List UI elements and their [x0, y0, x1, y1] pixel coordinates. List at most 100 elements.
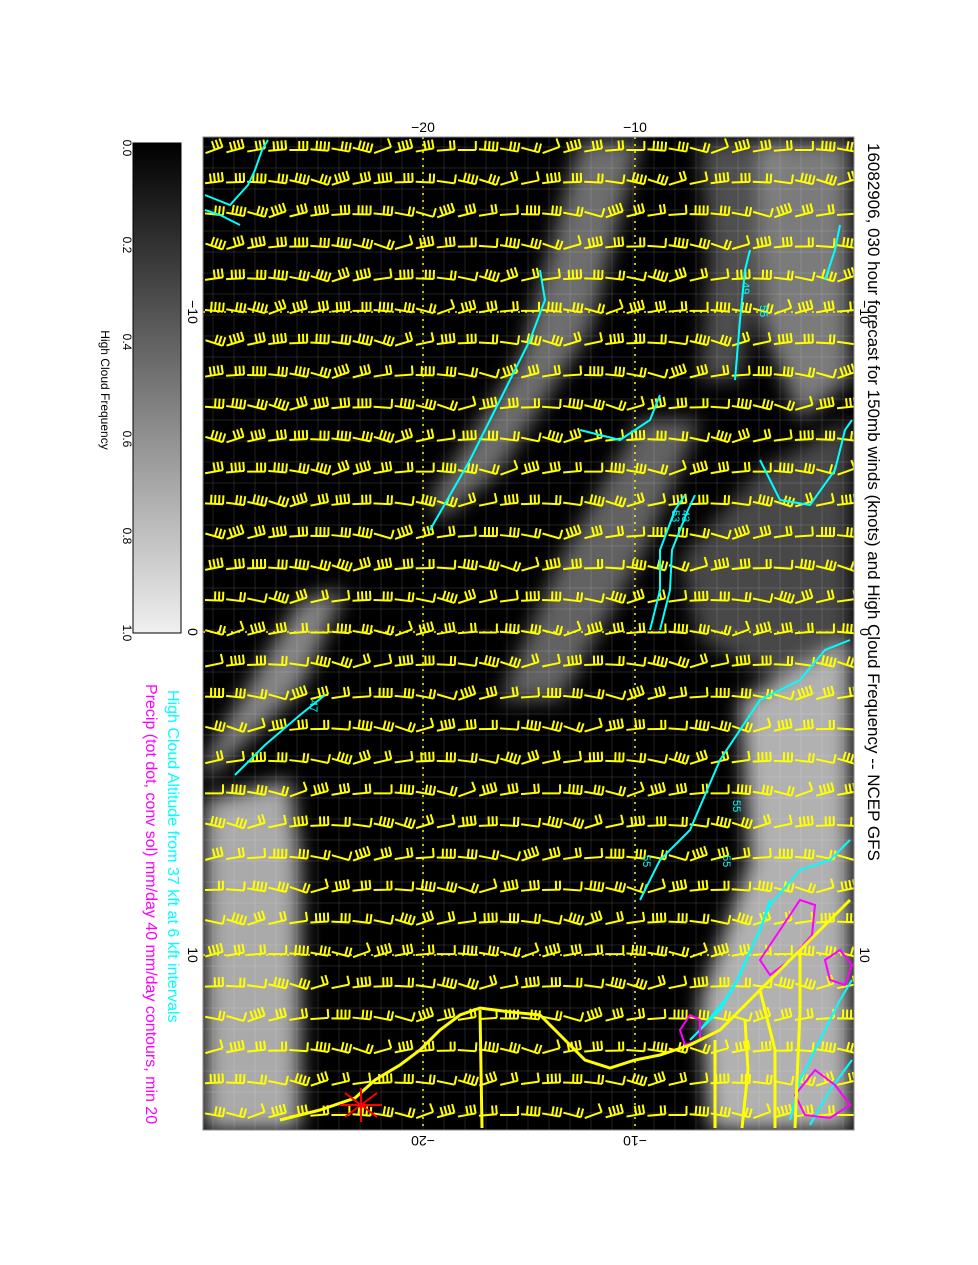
- wind-barb-flag: [323, 174, 328, 185]
- wind-barb-flag: [597, 785, 601, 795]
- wind-barb-flag: [491, 945, 496, 956]
- wind-barb-flag: [340, 334, 344, 344]
- wind-barb: [795, 685, 814, 701]
- wind-barb-flag: [512, 238, 517, 248]
- wind-barb-flag: [306, 945, 310, 956]
- wind-barb-flag: [790, 594, 795, 604]
- wind-barb: [563, 654, 583, 667]
- wind-barb-flag: [337, 172, 343, 183]
- wind-barb: [226, 397, 247, 410]
- wind-barb-flag: [221, 302, 225, 312]
- wind-barb: [605, 690, 627, 701]
- wind-barb-flag: [429, 1103, 435, 1113]
- wind-barb-shaft: [226, 758, 245, 764]
- wind-barb-flag: [664, 754, 669, 764]
- wind-barb-flag: [239, 495, 243, 505]
- wind-barb-flag: [378, 429, 384, 439]
- wind-barb: [605, 140, 625, 152]
- wind-barb: [478, 300, 498, 314]
- wind-barb-flag: [683, 879, 688, 889]
- wind-barb-flag: [685, 947, 690, 957]
- wind-barb-flag: [548, 848, 554, 858]
- wind-barb-flag: [554, 1010, 559, 1020]
- wind-barb: [563, 591, 584, 603]
- wind-barb-flag: [354, 849, 360, 859]
- wind-barb: [752, 847, 772, 860]
- wind-barb: [752, 593, 774, 604]
- wind-barb-flag: [748, 1012, 753, 1022]
- wind-barb-flag: [600, 304, 606, 314]
- wind-barb-flag: [366, 460, 372, 470]
- wind-barb: [205, 138, 224, 155]
- wind-barb: [668, 751, 690, 765]
- wind-barb-flag: [790, 979, 795, 989]
- wind-barb-flag: [741, 332, 747, 342]
- wind-barb: [647, 464, 669, 475]
- wind-barb-shaft: [563, 725, 581, 733]
- wind-barb: [457, 462, 479, 475]
- wind-barb-flag: [685, 142, 689, 152]
- wind-barb: [689, 590, 709, 602]
- wind-barb-flag: [745, 620, 751, 630]
- wind-barb: [204, 461, 224, 475]
- wind-barb-flag: [404, 525, 410, 535]
- wind-barb-flag: [574, 1040, 579, 1050]
- wind-barb: [520, 527, 542, 539]
- wind-barb-shaft: [520, 436, 540, 443]
- wind-barb-flag: [217, 624, 223, 635]
- wind-barb-flag: [639, 752, 643, 762]
- wind-barb-shaft: [289, 885, 308, 894]
- wind-barb-shaft: [773, 693, 792, 701]
- wind-barb: [268, 655, 288, 667]
- wind-barb-flag: [279, 719, 284, 729]
- wind-barb: [478, 430, 499, 441]
- wind-barb: [584, 751, 604, 763]
- wind-barb: [499, 782, 519, 796]
- wind-barb: [247, 235, 266, 250]
- wind-barb-flag: [242, 1012, 248, 1022]
- wind-barb-flag: [681, 238, 685, 248]
- wind-barb-flag: [432, 978, 436, 988]
- wind-barb-flag: [474, 175, 479, 185]
- wind-barb-flag: [704, 267, 709, 277]
- wind-barb: [457, 815, 477, 828]
- wind-barb: [499, 493, 519, 506]
- wind-barb-flag: [453, 979, 458, 989]
- wind-barb-flag: [747, 750, 751, 761]
- wind-barb-flag: [721, 943, 726, 954]
- wind-barb: [499, 623, 520, 635]
- wind-barb-flag: [260, 688, 264, 698]
- wind-barb-shaft: [752, 210, 771, 218]
- wind-barb-flag: [535, 171, 540, 181]
- wind-barb-flag: [473, 622, 477, 632]
- wind-barb: [647, 685, 667, 700]
- wind-barb-flag: [559, 206, 562, 216]
- wind-barb: [394, 558, 414, 571]
- wind-barb-shaft: [499, 727, 518, 731]
- wind-barb-flag: [411, 819, 416, 829]
- wind-barb-flag: [639, 979, 644, 989]
- wind-barb: [815, 203, 835, 217]
- wind-barb: [415, 621, 435, 636]
- wind-barb-flag: [639, 685, 645, 695]
- wind-barb-flag: [217, 1106, 222, 1117]
- wind-barb-flag: [220, 557, 224, 567]
- wind-barb: [563, 365, 583, 377]
- wind-barb-flag: [685, 720, 689, 730]
- wind-barb: [794, 141, 814, 151]
- wind-barb: [563, 524, 582, 540]
- wind-barb-flag: [462, 1073, 468, 1083]
- wind-barb: [584, 207, 606, 218]
- wind-barb-flag: [807, 367, 812, 377]
- wind-barb-flag: [366, 749, 371, 759]
- wind-barb-flag: [491, 141, 495, 151]
- wind-barb-flag: [319, 945, 323, 955]
- wind-barb-flag: [471, 781, 477, 791]
- wind-barb-flag: [591, 237, 596, 247]
- wind-barb-shaft: [310, 597, 329, 604]
- wind-barb-flag: [212, 365, 216, 376]
- wind-barb-flag: [664, 238, 668, 248]
- wind-barb-flag: [831, 300, 835, 310]
- wind-barb-flag: [255, 1041, 259, 1051]
- wind-barb-flag: [239, 399, 243, 409]
